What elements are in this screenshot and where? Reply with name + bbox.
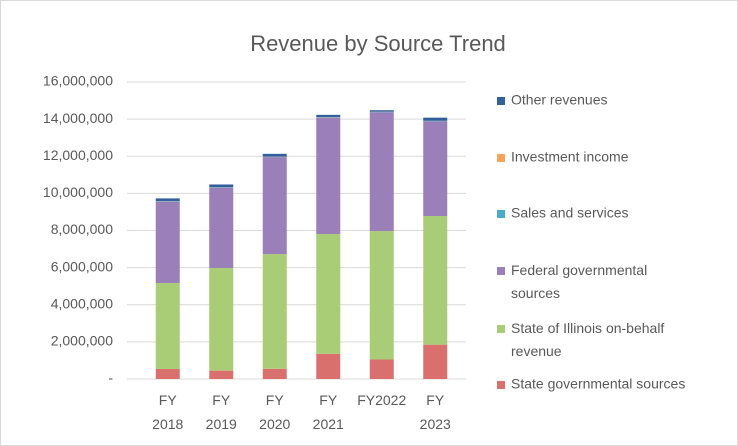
legend-label: State governmental sources bbox=[511, 376, 685, 392]
y-tick-label: 12,000,000 bbox=[43, 147, 113, 163]
bar-segment bbox=[369, 112, 394, 232]
bar-segment bbox=[369, 110, 394, 112]
legend-swatch bbox=[497, 325, 505, 333]
y-tick-label: - bbox=[108, 370, 113, 386]
x-tick-label: FY 2019 bbox=[206, 392, 237, 432]
bar-segment bbox=[316, 234, 341, 354]
bar-segment bbox=[316, 117, 341, 235]
legend-label: Other revenues bbox=[511, 92, 608, 108]
y-tick-label: 10,000,000 bbox=[43, 184, 113, 200]
bar-segment bbox=[155, 283, 180, 369]
bar-segment bbox=[423, 344, 448, 379]
bar-segment bbox=[316, 353, 341, 379]
x-tick-label: FY2022 bbox=[357, 392, 406, 408]
bar-segment bbox=[209, 267, 234, 371]
bar-segment bbox=[262, 157, 287, 255]
bar-segment bbox=[262, 254, 287, 369]
y-tick-label: 2,000,000 bbox=[51, 333, 113, 349]
bar-segment bbox=[209, 184, 234, 188]
bar-segment bbox=[423, 117, 448, 121]
legend-label: Investment income bbox=[511, 149, 629, 165]
x-tick-label: FY 2018 bbox=[152, 392, 183, 432]
bar-segment bbox=[155, 368, 180, 379]
bar-segment bbox=[262, 153, 287, 157]
y-tick-label: 4,000,000 bbox=[51, 295, 113, 311]
bar-segment bbox=[369, 359, 394, 379]
x-tick-label: FY 2021 bbox=[313, 392, 344, 432]
chart-title: Revenue by Source Trend bbox=[250, 31, 506, 56]
x-tick-label: FY 2023 bbox=[420, 392, 451, 432]
y-tick-label: 16,000,000 bbox=[43, 73, 113, 89]
bar-segment bbox=[155, 198, 180, 202]
bar-segment bbox=[423, 121, 448, 217]
y-tick-label: 8,000,000 bbox=[51, 221, 113, 237]
y-tick-label: 14,000,000 bbox=[43, 110, 113, 126]
legend-swatch bbox=[497, 97, 505, 105]
legend-label: State of Illinois on-behalf revenue bbox=[511, 320, 664, 359]
bar-segment bbox=[209, 370, 234, 379]
legend-swatch bbox=[497, 381, 505, 389]
legend-label: Sales and services bbox=[511, 205, 629, 221]
x-tick-label: FY 2020 bbox=[259, 392, 290, 432]
bar-segment bbox=[209, 187, 234, 268]
bar-segment bbox=[262, 368, 287, 379]
legend-swatch bbox=[497, 154, 505, 162]
legend-swatch bbox=[497, 267, 505, 275]
legend-label: Federal governmental sources bbox=[511, 262, 647, 301]
bar-segment bbox=[369, 231, 394, 360]
y-tick-label: 6,000,000 bbox=[51, 258, 113, 274]
bar-segment bbox=[316, 114, 341, 118]
bar-segment bbox=[155, 201, 180, 284]
bar-segment bbox=[423, 216, 448, 345]
legend-swatch bbox=[497, 210, 505, 218]
